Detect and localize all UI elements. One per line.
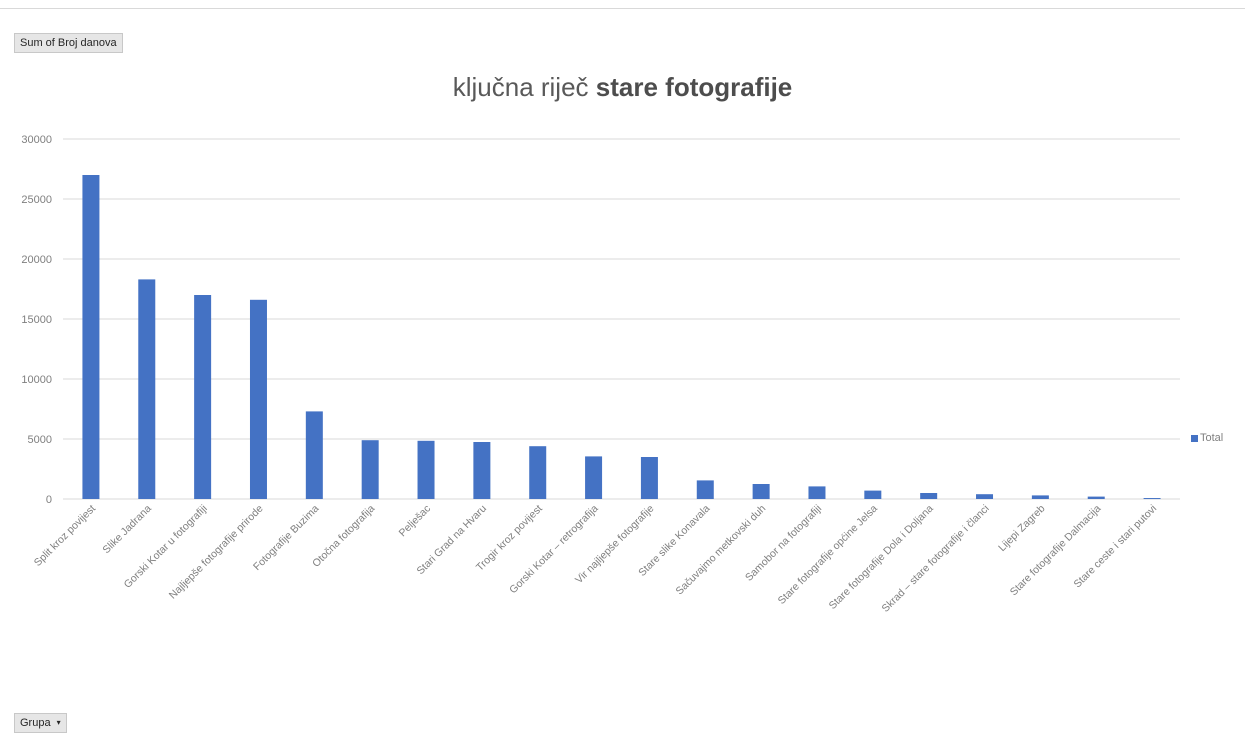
bar[interactable] bbox=[82, 175, 100, 499]
y-tick-label: 0 bbox=[46, 494, 52, 506]
bar[interactable] bbox=[138, 279, 156, 499]
bar[interactable] bbox=[1087, 496, 1105, 499]
bar[interactable] bbox=[640, 457, 658, 499]
bar[interactable] bbox=[249, 299, 267, 499]
bar[interactable] bbox=[808, 486, 826, 499]
x-category-label: Skrad – stare fotografije i članci bbox=[880, 503, 992, 615]
bar[interactable] bbox=[696, 480, 714, 499]
bar[interactable] bbox=[920, 493, 938, 499]
y-tick-label: 5000 bbox=[28, 434, 52, 446]
x-category-label: Lijepi Zagreb bbox=[996, 503, 1048, 555]
x-category-label: Najljepše fotografije prirode bbox=[167, 503, 266, 602]
chart-title: ključna riječ stare fotografije bbox=[0, 72, 1245, 103]
bar[interactable] bbox=[752, 484, 770, 499]
x-category-label: Otočna fotografija bbox=[310, 503, 377, 570]
bar[interactable] bbox=[976, 494, 994, 499]
bar[interactable] bbox=[529, 446, 547, 499]
legend-swatch bbox=[1191, 434, 1198, 442]
bar[interactable] bbox=[864, 490, 882, 499]
x-category-label: Stare fotografije Dola i Doljana bbox=[827, 503, 936, 612]
x-category-label: Stare fotografije Dalmacija bbox=[1008, 503, 1104, 599]
bar[interactable] bbox=[473, 442, 491, 499]
x-category-label: Split kroz povijest bbox=[32, 503, 98, 569]
y-tick-label: 25000 bbox=[21, 194, 52, 206]
bar[interactable] bbox=[194, 295, 212, 499]
x-category-label: Sačuvajmo metkovski duh bbox=[674, 503, 769, 598]
grupa-filter-button[interactable]: Grupa ▾ bbox=[14, 713, 67, 733]
bar[interactable] bbox=[417, 440, 435, 499]
y-tick-label: 30000 bbox=[21, 134, 52, 146]
chart-title-bold: stare fotografije bbox=[595, 72, 793, 102]
bar[interactable] bbox=[585, 456, 603, 499]
y-tick-label: 20000 bbox=[21, 254, 52, 266]
bar[interactable] bbox=[1143, 498, 1161, 500]
chevron-down-icon: ▾ bbox=[56, 718, 61, 727]
legend[interactable]: Total bbox=[1191, 432, 1223, 444]
x-category-label: Slike Jadrana bbox=[100, 503, 154, 557]
filter-field-label: Grupa bbox=[20, 717, 51, 729]
bar[interactable] bbox=[305, 411, 323, 499]
bar[interactable] bbox=[1031, 495, 1049, 499]
chart-title-normal: ključna riječ bbox=[452, 72, 596, 102]
legend-label: Total bbox=[1200, 432, 1224, 444]
x-category-label: Pelješac bbox=[397, 503, 434, 540]
y-tick-label: 15000 bbox=[21, 314, 52, 326]
x-category-label: Stare fotografije općine Jelsa bbox=[776, 503, 880, 607]
bar[interactable] bbox=[361, 440, 379, 499]
y-tick-label: 10000 bbox=[21, 374, 52, 386]
chart-area-border bbox=[0, 8, 1245, 744]
value-field-button[interactable]: Sum of Broj danova bbox=[14, 33, 123, 53]
